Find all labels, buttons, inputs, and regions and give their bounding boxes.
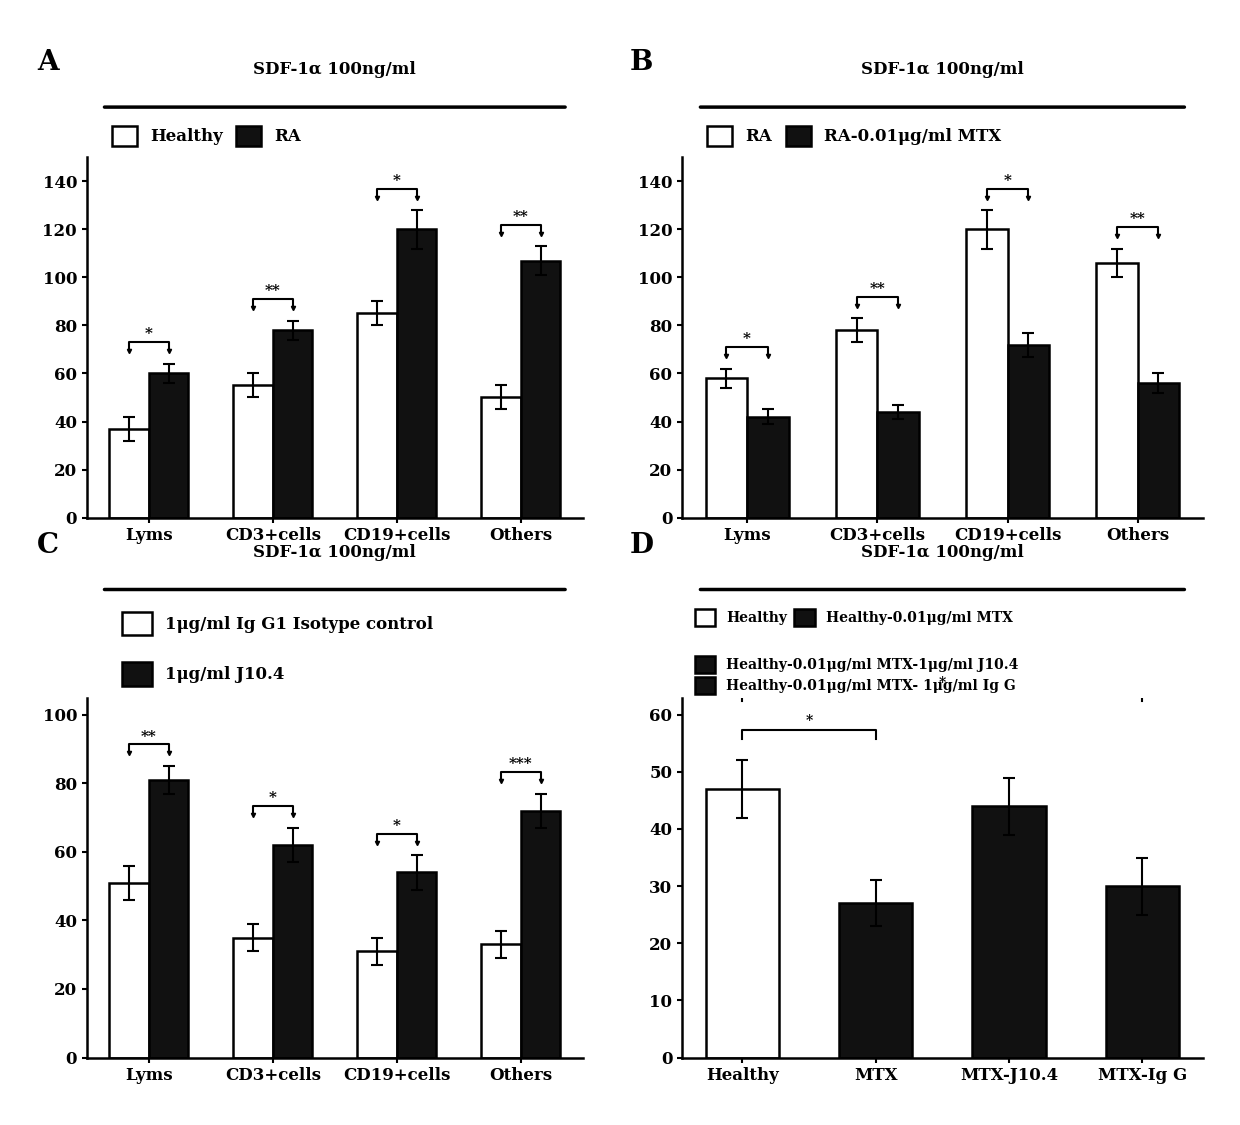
Bar [966,229,1007,518]
Bar [878,412,919,518]
Text: *: * [1003,173,1012,188]
Text: C: C [37,532,60,559]
Bar [357,314,397,518]
Bar [1138,384,1179,518]
Text: **: ** [141,730,156,744]
Text: *: * [939,676,946,690]
Bar [481,397,521,518]
Bar [1106,886,1179,1058]
Text: *: * [393,173,401,188]
Bar [273,845,312,1058]
Text: ***: *** [508,757,533,771]
Text: *: * [743,332,751,346]
Text: SDF-1α 100ng/ml: SDF-1α 100ng/ml [861,61,1024,79]
Legend: Healthy, RA: Healthy, RA [105,119,308,153]
Bar [1096,263,1138,518]
Bar [109,429,149,518]
Text: *: * [145,327,153,341]
Text: *: * [393,819,401,832]
Legend: Healthy-0.01μg/ml MTX-1μg/ml J10.4, Healthy-0.01μg/ml MTX- 1μg/ml Ig G: Healthy-0.01μg/ml MTX-1μg/ml J10.4, Heal… [689,650,1024,700]
Legend: 1μg/ml J10.4: 1μg/ml J10.4 [115,656,291,692]
Text: **: ** [1130,213,1146,226]
Text: *: * [806,714,812,728]
Bar [521,261,560,518]
Bar [357,952,397,1058]
Text: A: A [37,50,58,76]
Bar [273,331,312,518]
Bar [706,378,746,518]
Text: SDF-1α 100ng/ml: SDF-1α 100ng/ml [861,543,1024,560]
Text: SDF-1α 100ng/ml: SDF-1α 100ng/ml [253,61,417,79]
Bar [972,807,1045,1058]
Bar [836,331,878,518]
Bar [233,386,273,518]
Text: **: ** [265,285,280,298]
Text: **: ** [513,209,528,224]
Bar [149,780,188,1058]
Legend: RA, RA-0.01μg/ml MTX: RA, RA-0.01μg/ml MTX [701,119,1008,153]
Bar [1007,344,1049,518]
Bar [521,811,560,1058]
Text: D: D [630,532,653,559]
Text: **: ** [869,281,885,296]
Text: *: * [269,791,277,806]
Bar [397,872,436,1058]
Bar [109,883,149,1058]
Bar [397,229,436,518]
Bar [149,374,188,518]
Bar [746,416,789,518]
Text: SDF-1α 100ng/ml: SDF-1α 100ng/ml [253,543,417,560]
Bar [839,903,913,1058]
Bar [481,944,521,1058]
Bar [233,937,273,1058]
Text: B: B [630,50,653,76]
Bar [706,789,779,1058]
